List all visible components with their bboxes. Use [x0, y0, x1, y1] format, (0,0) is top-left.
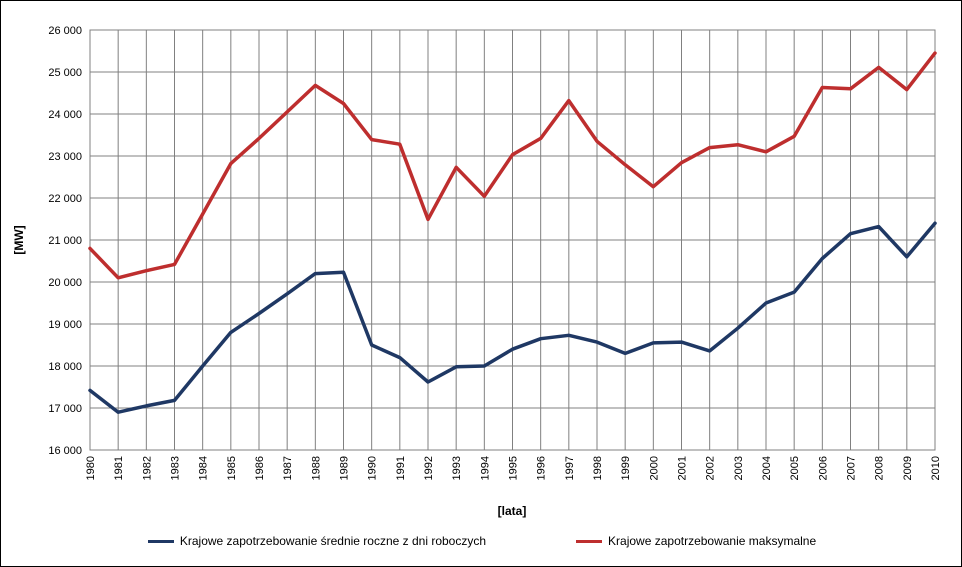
- line-chart: 16 000 17 000 18 000 19 000 20 000 21 000 22 0…: [12, 25, 942, 518]
- y-tick-label: 20 000: [48, 277, 82, 289]
- legend-item-maximum: Krajowe zapotrzebowanie maksymalne: [576, 534, 816, 548]
- x-tick-label: 2004: [761, 456, 773, 480]
- legend-label-average: Krajowe zapotrzebowanie średnie roczne z…: [179, 534, 487, 548]
- y-axis-title: [MW]: [12, 225, 26, 254]
- y-axis-ticks: 16 000 17 000 18 000 19 000 20 000 21 000 22 0…: [48, 25, 82, 457]
- x-tick-label: 1987: [282, 456, 294, 480]
- x-tick-label: 2005: [789, 456, 801, 480]
- x-tick-label: 2010: [930, 456, 942, 480]
- x-tick-label: 1998: [592, 456, 604, 480]
- x-tick-label: 1995: [508, 456, 520, 480]
- x-tick-label: 1981: [113, 456, 125, 480]
- x-tick-label: 1988: [310, 456, 322, 480]
- x-axis-ticks: 1980 1981 1982 1983 1984 1985 1986 1987 1988 1989…: [85, 456, 942, 480]
- x-tick-label: 1992: [423, 456, 435, 480]
- gridlines: [89, 29, 936, 451]
- y-tick-label: 25 000: [48, 67, 82, 79]
- x-tick-label: 1985: [226, 456, 238, 480]
- y-tick-label: 23 000: [48, 151, 82, 163]
- x-tick-label: 1982: [141, 456, 153, 480]
- x-tick-label: 1991: [395, 456, 407, 480]
- legend-swatch-average: [147, 539, 174, 543]
- legend-swatch-maximum: [576, 539, 603, 543]
- y-tick-label: 24 000: [48, 109, 82, 121]
- x-tick-label: 1983: [170, 456, 182, 480]
- x-tick-label: 1993: [451, 456, 463, 480]
- x-tick-label: 1986: [254, 456, 266, 480]
- x-tick-label: 2007: [846, 456, 858, 480]
- x-axis-title: [lata]: [498, 504, 527, 518]
- x-tick-label: 2006: [817, 456, 829, 480]
- y-tick-label: 18 000: [48, 361, 82, 373]
- y-tick-label: 22 000: [48, 193, 82, 205]
- x-tick-label: 1999: [620, 456, 632, 480]
- y-tick-label: 19 000: [48, 319, 82, 331]
- series-line-maximum: [88, 51, 937, 280]
- y-tick-label: 21 000: [48, 235, 82, 247]
- legend-item-average: Krajowe zapotrzebowanie średnie roczne z…: [147, 534, 487, 548]
- legend-label-maximum: Krajowe zapotrzebowanie maksymalne: [608, 534, 817, 548]
- y-tick-label: 26 000: [48, 25, 82, 37]
- x-tick-label: 1997: [564, 456, 576, 480]
- x-tick-label: 1984: [198, 456, 210, 480]
- series-lines: [88, 51, 937, 414]
- x-tick-label: 2000: [648, 456, 660, 480]
- x-tick-label: 1989: [339, 456, 351, 480]
- x-tick-label: 2003: [733, 456, 745, 480]
- x-tick-label: 2002: [705, 456, 717, 480]
- x-tick-label: 2001: [677, 456, 689, 480]
- x-tick-label: 1980: [85, 456, 97, 480]
- x-tick-label: 2008: [874, 456, 886, 480]
- y-tick-label: 17 000: [48, 403, 82, 415]
- x-tick-label: 1990: [367, 456, 379, 480]
- x-tick-label: 2009: [902, 456, 914, 480]
- x-tick-label: 1996: [536, 456, 548, 480]
- x-tick-label: 1994: [479, 456, 491, 480]
- series-line-average: [88, 221, 937, 414]
- legend: Krajowe zapotrzebowanie średnie roczne z…: [1, 529, 962, 553]
- y-tick-label: 16 000: [48, 445, 82, 457]
